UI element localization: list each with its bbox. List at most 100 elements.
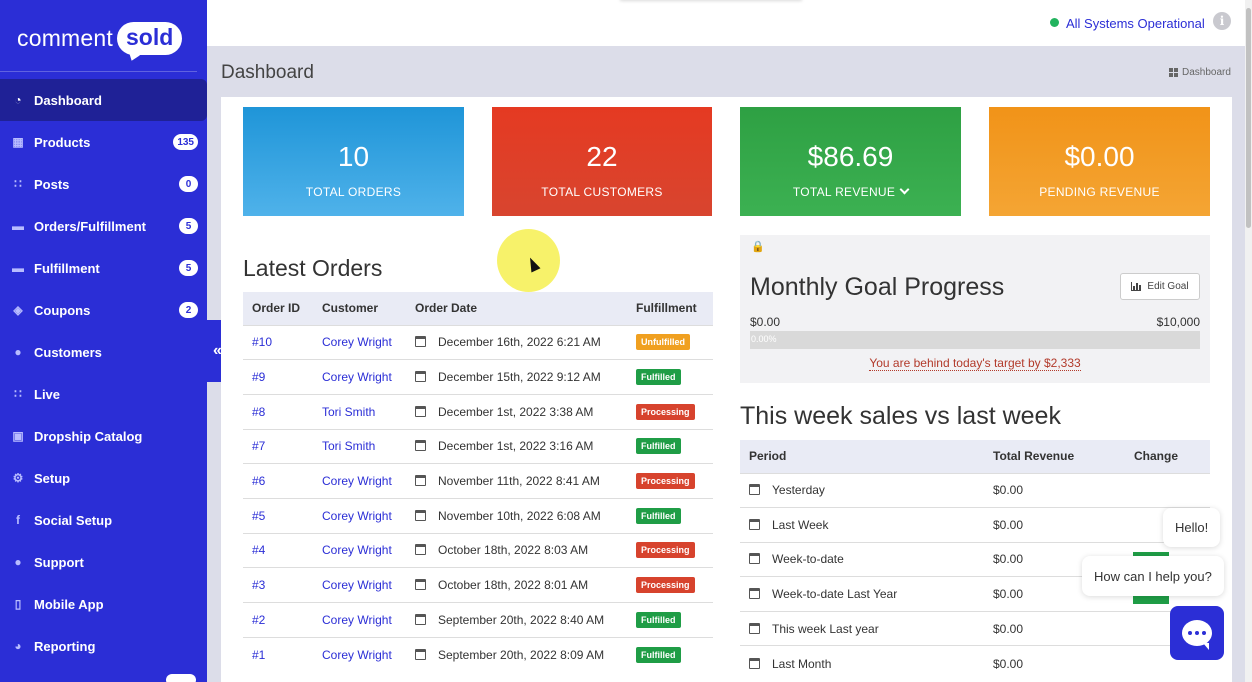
period-label: This week Last year — [772, 621, 879, 636]
period-label: Week-to-date — [772, 552, 844, 567]
calendar-icon — [749, 518, 760, 530]
order-date: November 10th, 2022 6:08 AM — [438, 508, 601, 523]
order-id-link[interactable]: #8 — [252, 404, 266, 419]
col-customer[interactable]: Customer — [313, 292, 406, 325]
customer-link[interactable]: Corey Wright — [322, 612, 392, 627]
sidebar-item-posts[interactable]: ∷ Posts 0 — [0, 163, 207, 205]
calendar-icon — [415, 440, 426, 452]
col-total-revenue: Total Revenue — [984, 440, 1125, 473]
customer-link[interactable]: Corey Wright — [322, 647, 392, 662]
dashboard-grid-icon — [1169, 68, 1178, 77]
breadcrumb[interactable]: Dashboard — [1169, 67, 1231, 78]
fulfillment-cell: Unfulfilled — [627, 324, 713, 360]
chat-help-bubble[interactable]: How can I help you? — [1082, 556, 1224, 596]
table-row: #2 Corey Wright September 20th, 2022 8:40 … — [243, 602, 713, 638]
table-row: #3 Corey Wright October 18th, 2022 8:01 AM… — [243, 567, 713, 603]
order-id-cell: #4 — [243, 532, 313, 568]
order-date: December 1st, 2022 3:16 AM — [438, 439, 594, 454]
tag-icon: ◈ — [13, 303, 23, 317]
goal-title: Monthly Goal Progress — [750, 273, 1005, 301]
chevron-down-icon[interactable] — [899, 184, 910, 195]
sidebar-item-dashboard[interactable]: ◔ Dashboard — [0, 79, 207, 121]
fulfillment-cell: Fulfilled — [627, 636, 713, 672]
order-id-link[interactable]: #6 — [252, 474, 266, 489]
mobile-icon: ▯ — [14, 597, 22, 611]
page-title: Dashboard — [221, 62, 314, 83]
order-id-link[interactable]: #5 — [252, 508, 266, 523]
customer-cell: Corey Wright — [313, 497, 406, 534]
sidebar-item-support[interactable]: ● Support — [0, 541, 207, 583]
period-cell: This week Last year — [740, 610, 984, 646]
status-badge: Processing — [636, 542, 695, 559]
lock-icon: 🔒 — [751, 241, 765, 253]
order-id-link[interactable]: #3 — [252, 578, 266, 593]
order-id-cell: #3 — [243, 567, 313, 603]
info-icon[interactable]: i — [1213, 12, 1231, 30]
goal-behind-label: You are behind today's target by $2,333 — [869, 356, 1081, 371]
stat-pending-revenue[interactable]: $0.00 PENDING REVENUE — [989, 107, 1210, 216]
stat-total-revenue[interactable]: $86.69 TOTAL REVENUE — [740, 107, 961, 216]
sidebar-item-label: Live — [34, 386, 61, 402]
table-row: #7 Tori Smith December 1st, 2022 3:16 AM Fu… — [243, 428, 713, 464]
col-order-id[interactable]: Order ID — [243, 292, 313, 325]
count-badge: 0 — [179, 176, 198, 192]
customer-link[interactable]: Corey Wright — [322, 474, 392, 489]
sidebar-nav: ◔ Dashboard ▦ Products 135 ∷ Posts 0 ▬ Orders/Ful… — [0, 79, 207, 667]
sidebar-item-label: Setup — [34, 470, 71, 486]
sidebar-item-reporting[interactable]: ◕ Reporting — [0, 625, 207, 667]
edit-goal-button[interactable]: Edit Goal — [1120, 273, 1200, 300]
sidebar-item-coupons[interactable]: ◈ Coupons 2 — [0, 289, 207, 331]
logo-sold-text: sold — [116, 21, 183, 55]
customer-link[interactable]: Corey Wright — [322, 543, 392, 558]
customer-link[interactable]: Tori Smith — [322, 404, 376, 419]
system-status-link[interactable]: All Systems Operational — [1066, 16, 1205, 31]
order-id-link[interactable]: #1 — [252, 647, 266, 662]
sidebar-item-label: Posts — [34, 176, 70, 192]
scrollbar-thumb[interactable] — [1246, 8, 1251, 228]
order-date-cell: November 10th, 2022 6:08 AM — [406, 497, 627, 534]
chat-launcher-button[interactable] — [1170, 606, 1224, 660]
table-header-row: Period Total Revenue Change — [740, 440, 1210, 473]
sidebar-item-setup[interactable]: ⚙ Setup — [0, 457, 207, 499]
order-id-link[interactable]: #9 — [252, 370, 266, 385]
period-label: Week-to-date Last Year — [772, 587, 898, 602]
order-id-link[interactable]: #4 — [252, 543, 266, 558]
customer-link[interactable]: Tori Smith — [322, 439, 376, 454]
calendar-icon — [415, 544, 426, 556]
customer-link[interactable]: Corey Wright — [322, 508, 392, 523]
order-id-cell: #1 — [243, 636, 313, 672]
stat-value: $86.69 — [807, 141, 894, 172]
order-id-link[interactable]: #2 — [252, 612, 266, 627]
sidebar-item-mobile-app[interactable]: ▯ Mobile App — [0, 583, 207, 625]
brand-logo[interactable]: comment sold — [17, 18, 183, 58]
sidebar-item-fulfillment[interactable]: ▬ Fulfillment 5 — [0, 247, 207, 289]
order-id-link[interactable]: #7 — [252, 439, 266, 454]
chat-greeting-bubble[interactable]: Hello! — [1163, 508, 1221, 547]
status-badge: Processing — [636, 577, 695, 594]
sidebar-item-live[interactable]: ∷ Live — [0, 373, 207, 415]
page-scrollbar[interactable] — [1245, 0, 1252, 682]
sidebar-item-products[interactable]: ▦ Products 135 — [0, 121, 207, 163]
sidebar-item-social-setup[interactable]: f Social Setup — [0, 499, 207, 541]
sidebar-item-orders-fulfillment[interactable]: ▬ Orders/Fulfillment 5 — [0, 205, 207, 247]
customer-link[interactable]: Corey Wright — [322, 578, 392, 593]
sidebar-item-dropship-catalog[interactable]: ▣ Dropship Catalog — [0, 415, 207, 457]
stat-total-customers[interactable]: 22 TOTAL CUSTOMERS — [492, 107, 712, 216]
col-order-date[interactable]: Order Date — [406, 292, 627, 325]
sidebar-item-customers[interactable]: ● Customers — [0, 331, 207, 373]
col-fulfillment[interactable]: Fulfillment — [627, 292, 713, 325]
table-row: #10 Corey Wright December 16th, 2022 6:21 … — [243, 324, 713, 360]
stat-label: TOTAL REVENUE — [792, 185, 896, 199]
count-badge: 2 — [179, 302, 198, 318]
revenue-cell: $0.00 — [984, 472, 1125, 508]
customer-link[interactable]: Corey Wright — [322, 370, 392, 385]
fulfillment-cell: Processing — [627, 532, 713, 568]
customer-link[interactable]: Corey Wright — [322, 335, 392, 350]
sidebar-bottom-badge — [166, 674, 196, 682]
table-row: #9 Corey Wright December 15th, 2022 9:12 A… — [243, 359, 713, 395]
order-id-link[interactable]: #10 — [252, 335, 273, 350]
sidebar-item-label: Orders/Fulfillment — [34, 218, 146, 234]
stat-total-orders[interactable]: 10 TOTAL ORDERS — [243, 107, 464, 216]
calendar-icon — [749, 588, 760, 600]
goal-min: $0.00 — [750, 315, 781, 329]
